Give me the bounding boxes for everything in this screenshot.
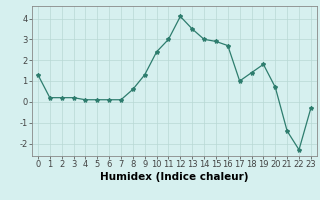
X-axis label: Humidex (Indice chaleur): Humidex (Indice chaleur) [100, 172, 249, 182]
